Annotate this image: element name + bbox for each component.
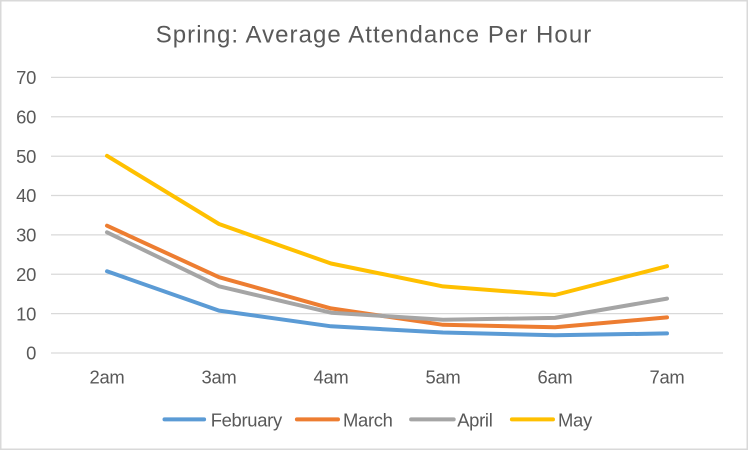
svg-text:60: 60 <box>16 107 36 128</box>
svg-text:10: 10 <box>16 303 36 324</box>
svg-text:4am: 4am <box>314 367 349 388</box>
svg-text:70: 70 <box>16 67 36 88</box>
svg-text:6am: 6am <box>538 367 573 388</box>
svg-text:40: 40 <box>16 185 36 206</box>
svg-text:March: March <box>343 410 393 431</box>
svg-text:0: 0 <box>26 343 36 364</box>
svg-text:50: 50 <box>16 146 36 167</box>
svg-text:May: May <box>558 410 593 431</box>
svg-text:20: 20 <box>16 264 36 285</box>
svg-text:April: April <box>457 410 492 431</box>
svg-text:7am: 7am <box>650 367 685 388</box>
svg-text:3am: 3am <box>202 367 237 388</box>
svg-text:February: February <box>211 410 283 431</box>
svg-text:30: 30 <box>16 225 36 246</box>
svg-text:2am: 2am <box>90 367 125 388</box>
svg-text:Spring: Average Attendance Per: Spring: Average Attendance Per Hour <box>156 21 593 48</box>
svg-text:5am: 5am <box>426 367 461 388</box>
